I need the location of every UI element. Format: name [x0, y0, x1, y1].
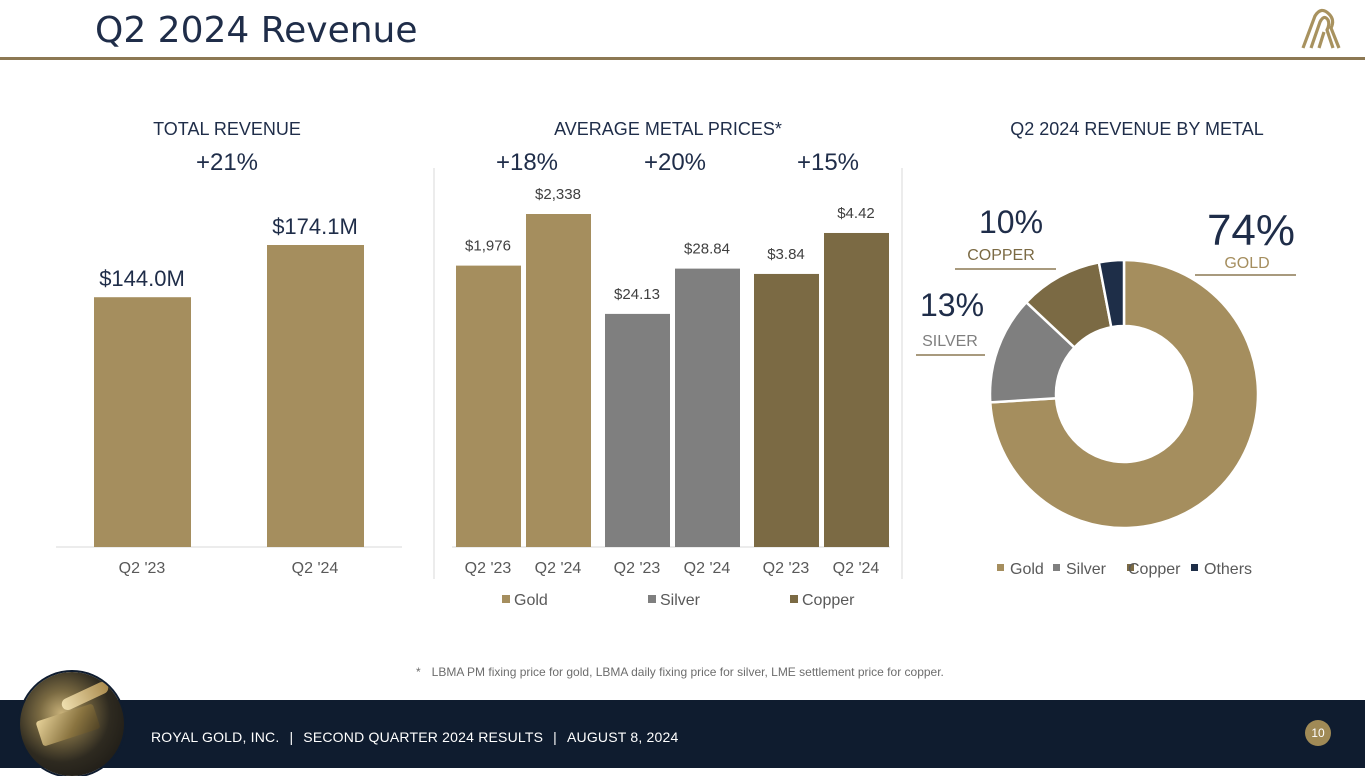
legend-label: Gold: [514, 592, 548, 609]
tick-label: Q2 '24: [684, 560, 731, 577]
legend-swatch: [790, 595, 798, 603]
footnote: * LBMA PM fixing price for gold, LBMA dai…: [416, 665, 944, 679]
tick-label: Q2 '24: [535, 560, 582, 577]
tick-label: Q2 '24: [833, 560, 880, 577]
bar-gold-price: [526, 214, 591, 547]
footer-company: ROYAL GOLD, INC.: [151, 729, 280, 745]
page-title: Q2 2024 Revenue: [95, 10, 418, 51]
footer-date: AUGUST 8, 2024: [566, 729, 679, 745]
footer-separator: |: [553, 729, 557, 745]
footer-separator: |: [289, 729, 294, 745]
change-label: +20%: [644, 149, 706, 176]
bar-gold-price: [456, 265, 521, 547]
donut-slice-others: [1097, 258, 1126, 329]
data-label: $28.84: [684, 241, 730, 258]
change-label: +15%: [797, 149, 859, 176]
page-number: 10: [1305, 720, 1331, 746]
change-label: +21%: [196, 149, 258, 176]
bar-copper-price: [824, 232, 889, 547]
data-label: $1,976: [465, 238, 511, 255]
tick-label: Q2 '23: [614, 560, 661, 577]
tick-label: Q2 '23: [465, 560, 512, 577]
bar-silver-price: [605, 313, 670, 547]
legend-swatch: [1127, 564, 1134, 571]
footer-text: ROYAL GOLD, INC. | SECOND QUARTER 2024 RES…: [151, 729, 678, 745]
legend-swatch: [1191, 564, 1198, 571]
data-label: $3.84: [767, 246, 805, 263]
bar-total-revenue: [267, 245, 364, 547]
footnote-text: LBMA PM fixing price for gold, LBMA dail…: [431, 665, 944, 679]
callout-percent: 13%: [920, 287, 984, 323]
donut-slice-gold: [988, 258, 1260, 530]
legend-label: Silver: [1066, 561, 1107, 578]
data-label: $4.42: [837, 205, 875, 222]
footnote-marker: *: [416, 665, 421, 679]
tick-label: Q2 '23: [763, 560, 810, 577]
bar-silver-price: [675, 268, 740, 547]
chart-title: AVERAGE METAL PRICES*: [554, 119, 782, 139]
legend-label: Silver: [660, 592, 701, 609]
legend-label: Copper: [802, 592, 855, 609]
legend-swatch: [502, 595, 510, 603]
legend-swatch: [997, 564, 1004, 571]
callout-percent: 74%: [1207, 206, 1295, 255]
callout-name: SILVER: [922, 333, 978, 350]
legend-label: Copper: [1128, 561, 1181, 578]
royal-gold-logo-icon: [1301, 8, 1341, 49]
legend-label: Gold: [1010, 561, 1044, 578]
chart-title: Q2 2024 REVENUE BY METAL: [1010, 119, 1263, 139]
title-divider: [0, 57, 1365, 60]
bar-total-revenue: [94, 297, 191, 547]
legend-swatch: [648, 595, 656, 603]
chart-title: TOTAL REVENUE: [153, 119, 301, 139]
callout-name: COPPER: [967, 247, 1035, 264]
footer-report: SECOND QUARTER 2024 RESULTS: [303, 729, 544, 745]
charts-area: TOTAL REVENUE +21% $144.0M Q2 '23 $174.1M Q2 …: [56, 119, 1296, 609]
data-label: $24.13: [614, 286, 660, 303]
data-label: $144.0M: [99, 266, 185, 291]
footer-bar: ROYAL GOLD, INC. | SECOND QUARTER 2024 RES…: [0, 700, 1365, 768]
data-label: $174.1M: [272, 214, 358, 239]
legend-label: Others: [1204, 561, 1252, 578]
tick-label: Q2 '23: [119, 560, 166, 577]
legend-swatch: [1053, 564, 1060, 571]
callout-name: GOLD: [1224, 255, 1269, 272]
data-label: $2,338: [535, 186, 581, 203]
change-label: +18%: [496, 149, 558, 176]
gold-bars-photo: [20, 672, 124, 776]
bar-copper-price: [754, 273, 819, 547]
tick-label: Q2 '24: [292, 560, 339, 577]
callout-percent: 10%: [979, 204, 1043, 240]
